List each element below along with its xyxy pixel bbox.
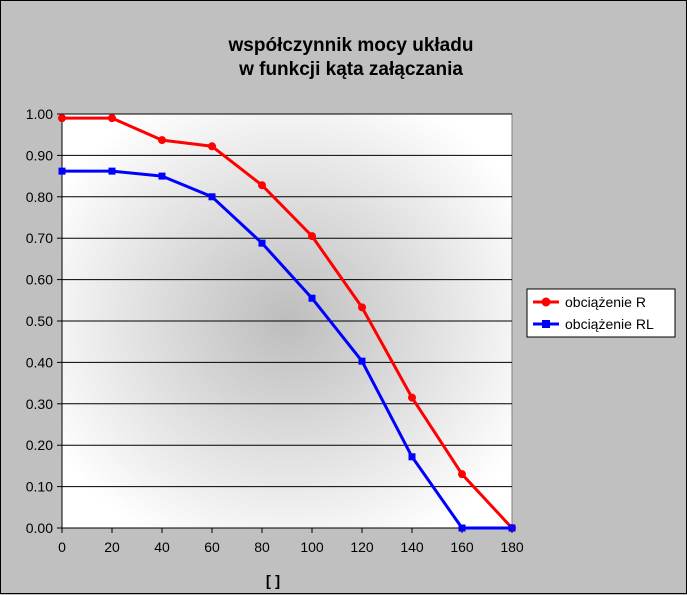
data-point — [58, 167, 66, 175]
x-tick-label: 180 — [500, 539, 524, 555]
y-tick-label: 0.00 — [26, 520, 53, 536]
data-point — [108, 167, 116, 175]
y-tick-label: 0.30 — [26, 396, 53, 412]
x-tick-label: 40 — [154, 539, 170, 555]
y-axis-ticks: 0.00 0.10 0.20 0.30 0.40 0.50 0.60 0.70 0.80 0.90… — [26, 106, 63, 536]
x-tick-label: 0 — [58, 539, 66, 555]
data-point — [308, 232, 316, 241]
x-tick-label: 80 — [254, 539, 270, 555]
legend-label: obciążenie RL — [565, 316, 654, 332]
y-tick-label: 0.90 — [26, 147, 53, 163]
data-point — [258, 239, 266, 247]
legend-marker — [541, 297, 551, 307]
y-tick-label: 1.00 — [26, 106, 53, 122]
x-tick-label: 60 — [204, 539, 220, 555]
data-point — [208, 193, 216, 201]
x-axis-label: [ ] — [266, 573, 280, 590]
data-point — [108, 114, 116, 123]
data-point — [258, 181, 266, 190]
data-point — [308, 294, 316, 302]
data-point — [408, 453, 416, 461]
data-point — [458, 524, 466, 532]
x-tick-label: 20 — [104, 539, 120, 555]
legend-label: obciążenie R — [565, 294, 646, 310]
legend: obciążenie R obciążenie RL — [526, 288, 676, 338]
chart-title-line: współczynnik mocy układu — [228, 35, 474, 56]
legend-marker — [542, 320, 550, 328]
data-point — [158, 136, 166, 145]
data-point — [508, 524, 516, 532]
y-tick-label: 0.50 — [26, 313, 53, 329]
data-point — [58, 114, 66, 123]
data-point — [208, 142, 216, 151]
y-tick-label: 0.60 — [26, 272, 53, 288]
chart-title-line: w funkcji kąta załączania — [238, 59, 463, 80]
y-tick-label: 0.80 — [26, 189, 53, 205]
legend-box — [526, 288, 676, 338]
y-tick-label: 0.40 — [26, 354, 53, 370]
x-tick-label: 120 — [350, 539, 374, 555]
data-point — [458, 470, 466, 479]
data-point — [358, 303, 366, 312]
y-tick-label: 0.70 — [26, 230, 53, 246]
data-point — [408, 393, 416, 402]
x-tick-label: 100 — [300, 539, 324, 555]
y-tick-label: 0.10 — [26, 479, 53, 495]
data-point — [158, 172, 166, 180]
series-group — [58, 114, 516, 532]
data-point — [358, 357, 366, 365]
chart-title: współczynnik mocy układu w funkcji kąta z… — [228, 35, 474, 80]
x-axis-ticks: 0 20 40 60 80 100 120 140 160 180 — [58, 527, 524, 555]
x-tick-label: 140 — [400, 539, 424, 555]
series-line-2 — [62, 169, 512, 530]
x-tick-label: 160 — [450, 539, 474, 555]
series-line-1 — [62, 116, 514, 530]
y-tick-label: 0.20 — [26, 437, 53, 453]
